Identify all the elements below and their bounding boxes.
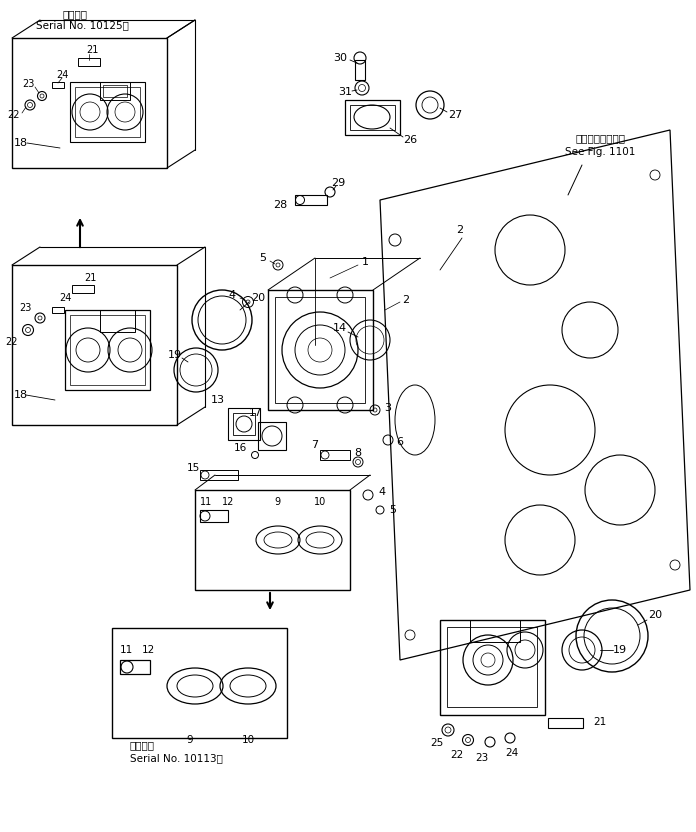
Bar [52,307,64,313]
Bar [350,105,395,130]
Text: 23: 23 [475,753,489,763]
Bar [103,85,127,97]
Text: 9: 9 [187,735,193,745]
Text: 21: 21 [86,45,98,55]
Text: 23: 23 [19,303,31,313]
Bar [120,660,150,674]
Bar [78,58,100,66]
Text: 20: 20 [648,610,662,620]
Bar [268,290,373,410]
Text: 22: 22 [6,337,18,347]
Text: 2: 2 [402,295,409,305]
Text: 18: 18 [14,390,28,400]
Text: 19: 19 [168,350,182,360]
Text: 5: 5 [390,505,397,515]
Bar [470,620,520,642]
Text: 11: 11 [200,497,212,507]
Text: 第１１０１図参照: 第１１０１図参照 [576,133,626,143]
Bar [12,38,167,168]
Bar [112,628,287,738]
Text: 6: 6 [397,437,404,447]
Text: Serial No. 10125～: Serial No. 10125～ [35,20,129,30]
Text: 21: 21 [84,273,96,283]
Bar [355,60,365,80]
Text: 17: 17 [248,408,262,418]
Bar [72,285,94,293]
Text: 12: 12 [141,645,155,655]
Text: 4: 4 [228,290,235,300]
Bar [320,450,350,460]
Text: 4: 4 [379,487,386,497]
Text: 22: 22 [8,110,20,120]
Bar [70,315,145,385]
Text: 13: 13 [211,395,225,405]
Text: 12: 12 [222,497,234,507]
Text: 11: 11 [120,645,133,655]
Text: 24: 24 [56,70,68,80]
Bar [100,310,135,332]
Text: 5: 5 [260,253,267,263]
Text: 9: 9 [274,497,280,507]
Text: 26: 26 [403,135,417,145]
Text: 24: 24 [505,748,519,758]
Bar [200,470,238,480]
Text: 19: 19 [613,645,627,655]
Text: 7: 7 [311,440,319,450]
Text: 10: 10 [242,735,255,745]
Text: 2: 2 [457,225,464,235]
Text: 18: 18 [14,138,28,148]
Text: 29: 29 [331,178,345,188]
Bar [233,413,255,435]
Text: 20: 20 [251,293,265,303]
Text: 31: 31 [338,87,352,97]
Text: 23: 23 [22,79,34,89]
Text: 15: 15 [187,463,200,473]
Bar [548,718,583,728]
Text: 1: 1 [361,257,368,267]
Bar [440,620,545,715]
Bar [200,510,228,522]
Text: 16: 16 [233,443,246,453]
Text: 27: 27 [448,110,462,120]
Bar [100,82,130,100]
Text: 24: 24 [59,293,71,303]
Bar [447,627,537,707]
Bar [70,82,145,142]
Text: Serial No. 10113～: Serial No. 10113～ [130,753,223,763]
Bar [228,408,260,440]
Text: 28: 28 [273,200,287,210]
Bar [295,195,327,205]
Text: 30: 30 [333,53,347,63]
Text: 10: 10 [314,497,326,507]
Text: 22: 22 [450,750,464,760]
Text: 14: 14 [333,323,347,333]
Bar [258,422,286,450]
Bar [195,490,350,590]
Text: 3: 3 [384,403,391,413]
Text: See Fig. 1101: See Fig. 1101 [565,147,635,157]
Text: 8: 8 [354,448,361,458]
Text: 25: 25 [430,738,443,748]
Text: 適用号機: 適用号機 [63,9,88,19]
Bar [12,265,177,425]
Bar [52,82,64,88]
Bar [65,310,150,390]
Bar [75,87,140,137]
Text: 21: 21 [594,717,607,727]
Text: 適用号機: 適用号機 [130,740,155,750]
Bar [345,100,400,135]
Bar [275,297,365,403]
